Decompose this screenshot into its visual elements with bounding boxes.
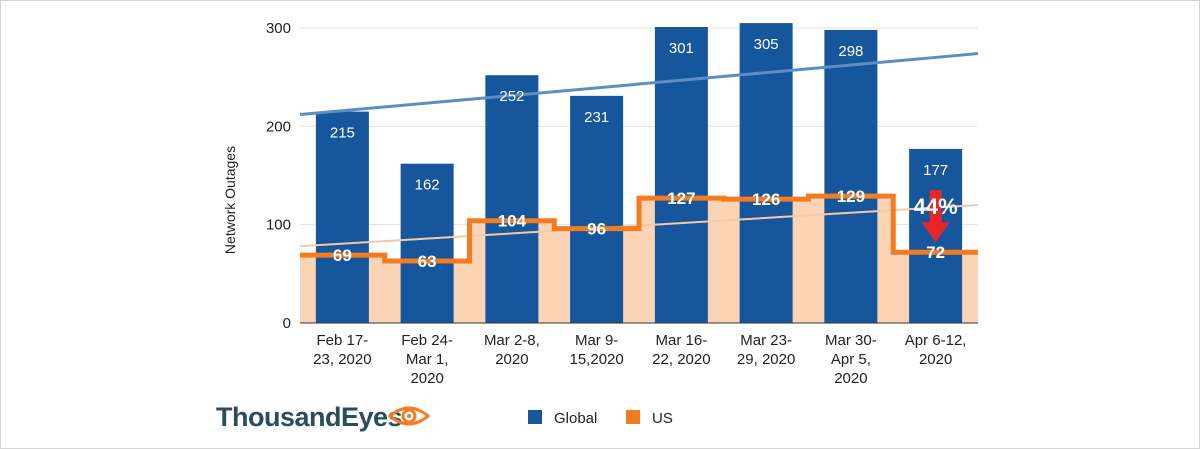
global-value-label: 301 [669,40,694,57]
us-value-label: 69 [333,246,352,265]
decline-percent-label: 44% [914,194,958,219]
global-bar [570,95,624,323]
x-category-label: Mar 9-15,2020 [570,332,624,368]
us-value-label: 104 [498,212,527,231]
us-value-label: 127 [667,189,695,208]
y-tick-200: 200 [266,118,291,135]
x-category-label: Feb 17-23, 2020 [313,332,371,368]
us-value-label: 129 [837,187,865,206]
global-value-label: 177 [923,162,948,179]
global-bar [485,75,539,323]
global-value-label: 252 [499,88,524,105]
x-axis-category-labels: Feb 17-23, 2020 Feb 24-Mar 1, 2020 Mar 2-8,… [313,332,966,387]
x-category-label: Feb 24-Mar 1, 2020 [401,332,453,387]
global-bar-labels: 215 162 252 231 301 305 298 177 [330,36,948,194]
x-category-label: Mar 30-Apr 5, 2020 [825,332,877,387]
global-bar [739,23,793,323]
eye-icon [387,406,431,426]
decline-callout: 44% [914,190,958,243]
global-bar [654,27,708,324]
global-bar [400,163,454,323]
legend-swatch-us [626,410,640,424]
y-tick-100: 100 [266,217,291,234]
us-value-label: 72 [926,243,945,262]
legend-label-global: Global [554,410,597,427]
x-category-label: Mar 23-29, 2020 [737,332,795,368]
global-value-label: 298 [838,43,863,60]
x-category-label: Mar 2-8, 2020 [484,332,540,368]
global-value-label: 231 [584,109,609,126]
legend: Global US [528,410,673,427]
legend-swatch-global [528,410,542,424]
us-value-label: 126 [752,190,780,209]
us-labels: 69 63 104 96 127 126 129 72 [333,187,945,271]
global-bar [315,111,369,323]
x-category-label: Mar 16-22, 2020 [652,332,710,368]
us-value-label: 63 [418,252,437,271]
thousandeyes-logo: ThousandEyes [216,402,431,432]
y-tick-0: 0 [283,315,291,332]
us-step-line [300,193,978,264]
legend-label-us: US [652,410,673,427]
down-arrow-icon [921,190,950,243]
trendline-global [299,52,979,117]
y-axis-label: Network Outages [222,146,238,254]
global-value-label: 305 [754,36,779,53]
us-step-line-layer [300,193,978,264]
us-value-label: 96 [587,220,606,239]
global-value-label: 215 [330,125,355,142]
y-axis-ticks: 0 100 200 300 [266,20,291,332]
global-bar [824,29,878,323]
y-tick-300: 300 [266,20,291,37]
x-category-label: Apr 6-12, 2020 [905,332,967,368]
logo-wordmark: ThousandEyes [216,402,402,432]
global-bars-layer [315,23,963,324]
global-value-label: 162 [415,177,440,194]
